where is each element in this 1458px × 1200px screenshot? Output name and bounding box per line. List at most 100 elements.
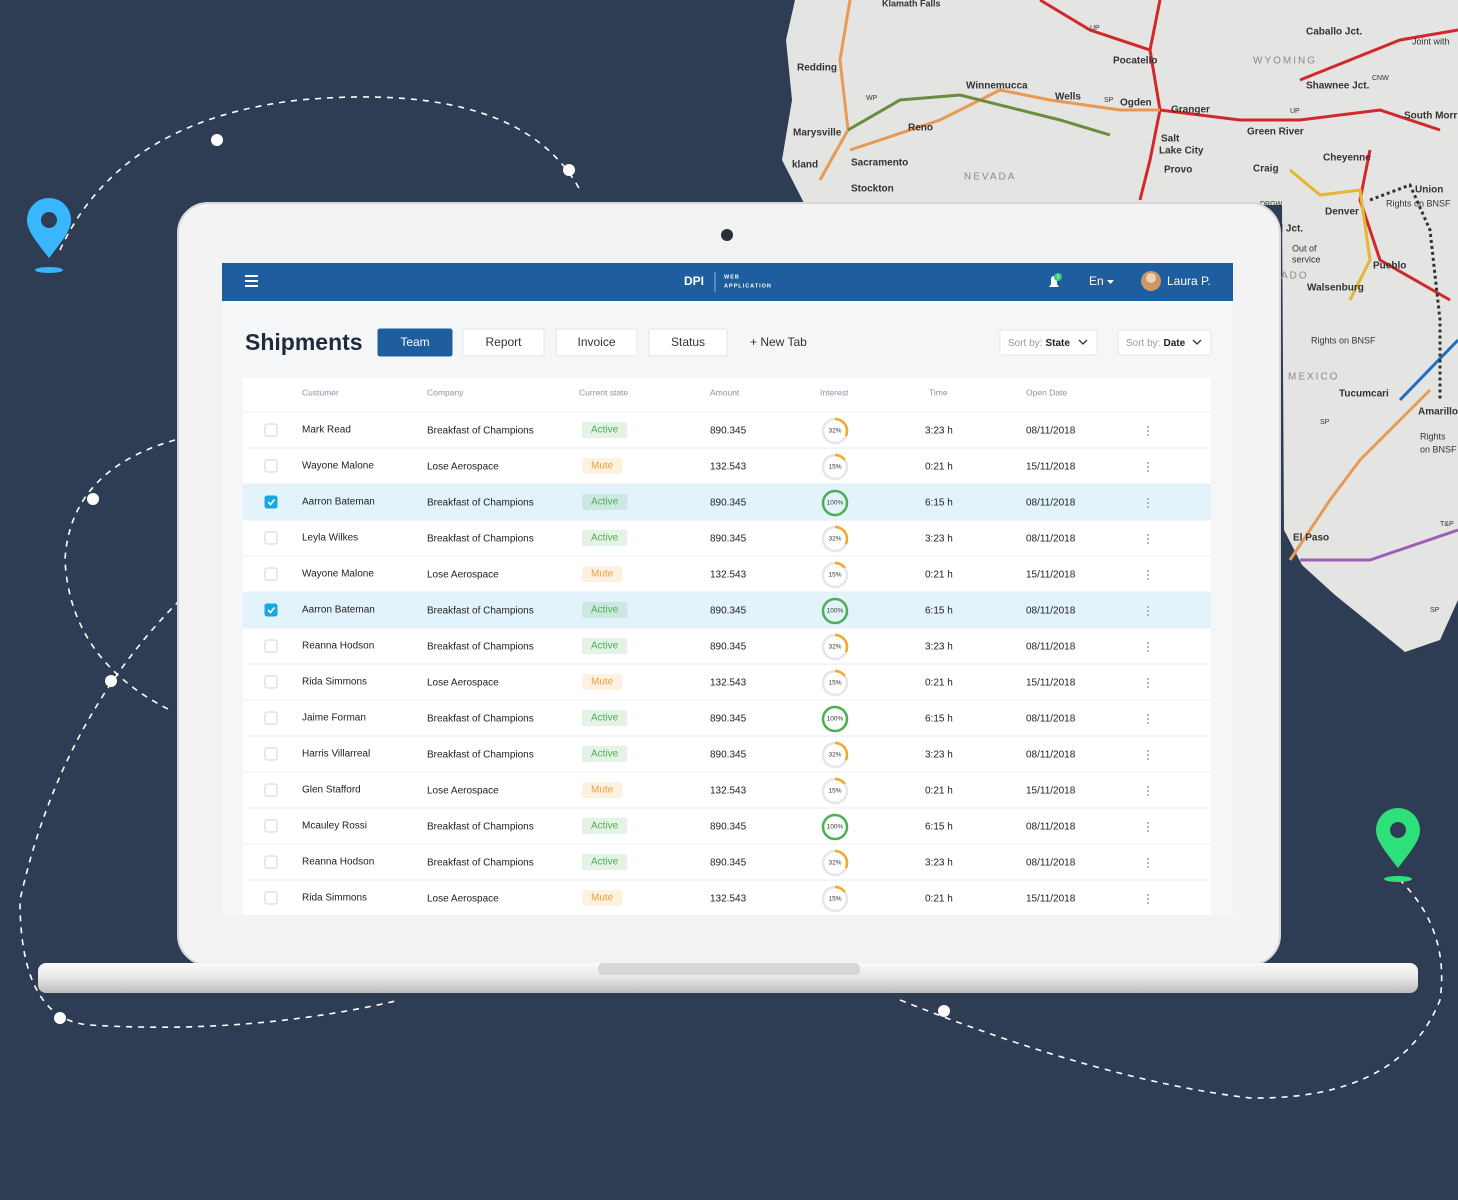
- checkmark: [267, 607, 276, 614]
- row-menu[interactable]: [1147, 498, 1149, 508]
- map-label: Rights: [1420, 431, 1446, 441]
- row-selected: [243, 592, 1211, 628]
- state: Mute: [591, 677, 614, 688]
- map-label: Amarillo: [1418, 407, 1458, 418]
- open-date: 15/11/2018: [1026, 570, 1076, 581]
- checkbox[interactable]: [264, 819, 278, 833]
- map-label: Craig: [1253, 164, 1279, 175]
- interest: 32%: [828, 644, 841, 651]
- interest: 15%: [828, 896, 841, 903]
- column-header: Amount: [710, 387, 740, 397]
- row-menu[interactable]: [1147, 822, 1149, 832]
- checkbox[interactable]: [264, 459, 278, 473]
- amount: 132.543: [710, 894, 747, 905]
- customer: Leyla Wilkes: [302, 533, 358, 544]
- state: Active: [591, 641, 619, 652]
- map-label: NEVADA: [964, 172, 1016, 183]
- checkbox[interactable]: [264, 567, 278, 581]
- dot: [1147, 610, 1149, 612]
- open-date: 08/11/2018: [1026, 498, 1076, 509]
- menu-button[interactable]: [245, 275, 258, 287]
- map-label: Cheyenne: [1323, 153, 1371, 164]
- interest-ring: [821, 633, 849, 661]
- row-menu[interactable]: [1147, 606, 1149, 616]
- row-menu[interactable]: [1147, 894, 1149, 904]
- sort-dropdown[interactable]: [999, 329, 1098, 356]
- row-menu[interactable]: [1147, 426, 1149, 436]
- language[interactable]: En: [1089, 274, 1104, 288]
- state-badge: [582, 854, 628, 870]
- pin-green: [1376, 808, 1420, 882]
- tab[interactable]: [648, 328, 728, 357]
- amount: 890.345: [710, 714, 747, 725]
- interest-ring: [821, 597, 849, 625]
- checkbox[interactable]: [264, 531, 278, 545]
- user-name[interactable]: Laura P.: [1167, 274, 1211, 288]
- checkbox[interactable]: [264, 603, 278, 617]
- customer: Rida Simmons: [302, 677, 367, 688]
- map-label: WYOMING: [1253, 56, 1317, 67]
- map-label: Redding: [797, 63, 837, 74]
- time: 3:23 h: [925, 642, 953, 653]
- interest-ring: [821, 561, 849, 589]
- checkbox[interactable]: [264, 783, 278, 797]
- new-tab[interactable]: + New Tab: [750, 335, 807, 349]
- dot: [1147, 830, 1149, 832]
- row-menu[interactable]: [1147, 750, 1149, 760]
- checkbox[interactable]: [264, 495, 278, 509]
- checkbox[interactable]: [264, 423, 278, 437]
- time: 0:21 h: [925, 894, 953, 905]
- state: Active: [591, 533, 619, 544]
- logo-sub: APPLICATION: [724, 283, 772, 289]
- company: Lose Aerospace: [427, 786, 499, 797]
- interest: 15%: [828, 464, 841, 471]
- dot: [1147, 790, 1149, 792]
- map-label: Rights on BNSF: [1311, 335, 1376, 345]
- row-menu[interactable]: [1147, 858, 1149, 868]
- interest-ring: [821, 417, 849, 445]
- tab[interactable]: [555, 328, 638, 357]
- row-menu[interactable]: [1147, 570, 1149, 580]
- checkbox[interactable]: [264, 855, 278, 869]
- column-header: Custumer: [302, 387, 339, 397]
- dot: [1147, 794, 1149, 796]
- row-selected: [243, 484, 1211, 520]
- open-date: 15/11/2018: [1026, 894, 1076, 905]
- map-label: Denver: [1325, 207, 1359, 218]
- route-dots: [54, 134, 950, 1024]
- amount: 890.345: [710, 750, 747, 761]
- checkbox[interactable]: [264, 675, 278, 689]
- customer: Mcauley Rossi: [302, 821, 367, 832]
- time: 6:15 h: [925, 606, 953, 617]
- sort-value: State: [1045, 338, 1070, 349]
- row-menu[interactable]: [1147, 678, 1149, 688]
- checkbox[interactable]: [264, 747, 278, 761]
- state: Active: [591, 857, 619, 868]
- tab[interactable]: [462, 328, 545, 357]
- map-label: Klamath Falls: [882, 0, 941, 8]
- checkbox[interactable]: [264, 711, 278, 725]
- row-menu[interactable]: [1147, 534, 1149, 544]
- state-badge: [582, 494, 628, 510]
- state: Active: [591, 425, 619, 436]
- row-menu[interactable]: [1147, 786, 1149, 796]
- open-date: 08/11/2018: [1026, 534, 1076, 545]
- row-menu[interactable]: [1147, 462, 1149, 472]
- row-menu[interactable]: [1147, 714, 1149, 724]
- sort-dropdown[interactable]: [1117, 329, 1212, 356]
- open-date: 08/11/2018: [1026, 642, 1076, 653]
- tab[interactable]: [377, 328, 453, 357]
- company: Breakfast of Champions: [427, 714, 534, 725]
- interest-ring: [821, 849, 849, 877]
- map-label: Walsenburg: [1307, 283, 1364, 294]
- row-menu[interactable]: [1147, 642, 1149, 652]
- checkbox[interactable]: [264, 639, 278, 653]
- amount: 890.345: [710, 534, 747, 545]
- dot: [1147, 642, 1149, 644]
- interest: 32%: [828, 536, 841, 543]
- checkbox[interactable]: [264, 891, 278, 905]
- dot: [1147, 606, 1149, 608]
- dot: [1147, 470, 1149, 472]
- interest-ring: [821, 705, 849, 733]
